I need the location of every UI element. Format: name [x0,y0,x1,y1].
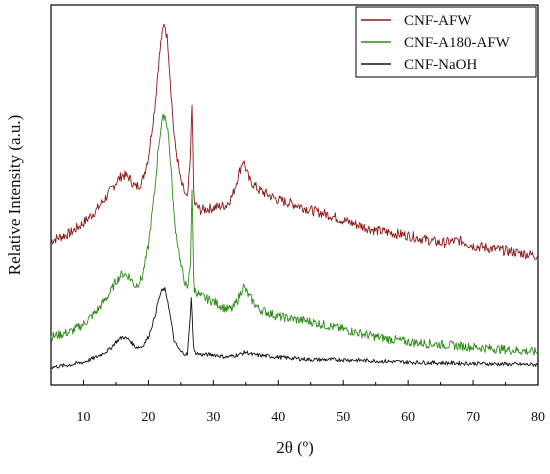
series-line-cnf-naoh [50,287,539,370]
y-axis-title: Relative Intensity (a.u.) [5,115,24,276]
x-tick-label: 10 [76,410,90,425]
x-tick-label: 70 [466,410,480,425]
x-tick-label: 20 [141,410,155,425]
series-layer [50,23,539,370]
x-axis-ticks: 10 20 30 40 50 60 70 80 [76,380,545,425]
series-line-cnf-a180-afw [50,113,539,356]
legend: CNF-AFW CNF-A180-AFW CNF-NaOH [355,6,537,78]
x-tick-label: 30 [206,410,220,425]
x-tick-label: 50 [336,410,350,425]
x-tick-label: 80 [531,410,545,425]
x-tick-label: 60 [401,410,415,425]
plot-frame [50,4,539,386]
legend-label: CNF-A180-AFW [404,35,511,51]
legend-label: CNF-AFW [404,13,472,29]
series-line-cnf-afw [50,23,539,260]
x-axis-title: 2θ (º) [276,438,314,457]
legend-label: CNF-NaOH [404,57,477,73]
x-tick-label: 40 [271,410,285,425]
